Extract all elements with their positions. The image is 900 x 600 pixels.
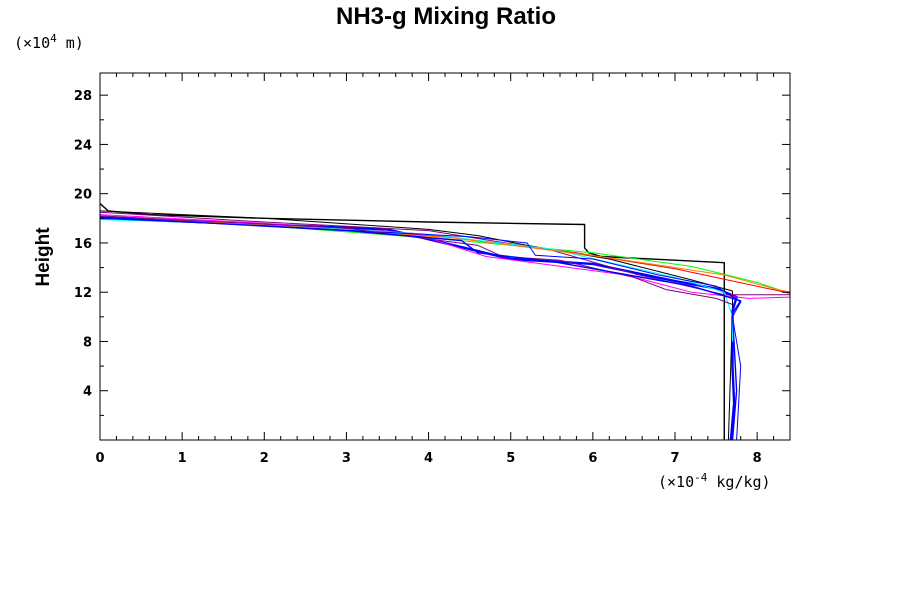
x-tick-label: 3 (342, 451, 351, 466)
series-line-3 (100, 217, 738, 440)
y-tick-label: 4 (83, 385, 92, 400)
y-tick-label: 16 (74, 237, 92, 252)
x-tick-label: 8 (753, 451, 762, 466)
series-layer (100, 202, 790, 440)
x-tick-label: 1 (178, 451, 187, 466)
x-unit-label: (×10-4 kg/kg) (658, 471, 771, 491)
series-line-1 (100, 202, 725, 440)
series-line-12 (100, 216, 742, 440)
y-tick-label: 8 (83, 335, 92, 350)
x-tick-label: 6 (588, 451, 597, 466)
y-axis-label: Height (33, 227, 54, 287)
series-line-11 (100, 215, 733, 305)
x-tick-label: 2 (260, 451, 269, 466)
series-line-8 (100, 219, 733, 342)
x-tick-label: 0 (95, 451, 104, 466)
series-line-10 (100, 217, 742, 440)
chart-title: NH3-g Mixing Ratio (336, 3, 556, 30)
y-tick-label: 28 (74, 89, 92, 104)
y-tick-label: 20 (74, 188, 92, 203)
x-tick-label: 7 (670, 451, 679, 466)
plot-frame (99, 72, 791, 441)
series-line-2 (100, 210, 733, 440)
y-tick-label: 12 (74, 286, 92, 301)
x-tick-label: 4 (424, 451, 433, 466)
y-unit-label: (×104 m) (14, 32, 84, 52)
x-tick-label: 5 (506, 451, 515, 466)
y-tick-label: 24 (74, 138, 92, 153)
series-line-6 (100, 215, 790, 294)
